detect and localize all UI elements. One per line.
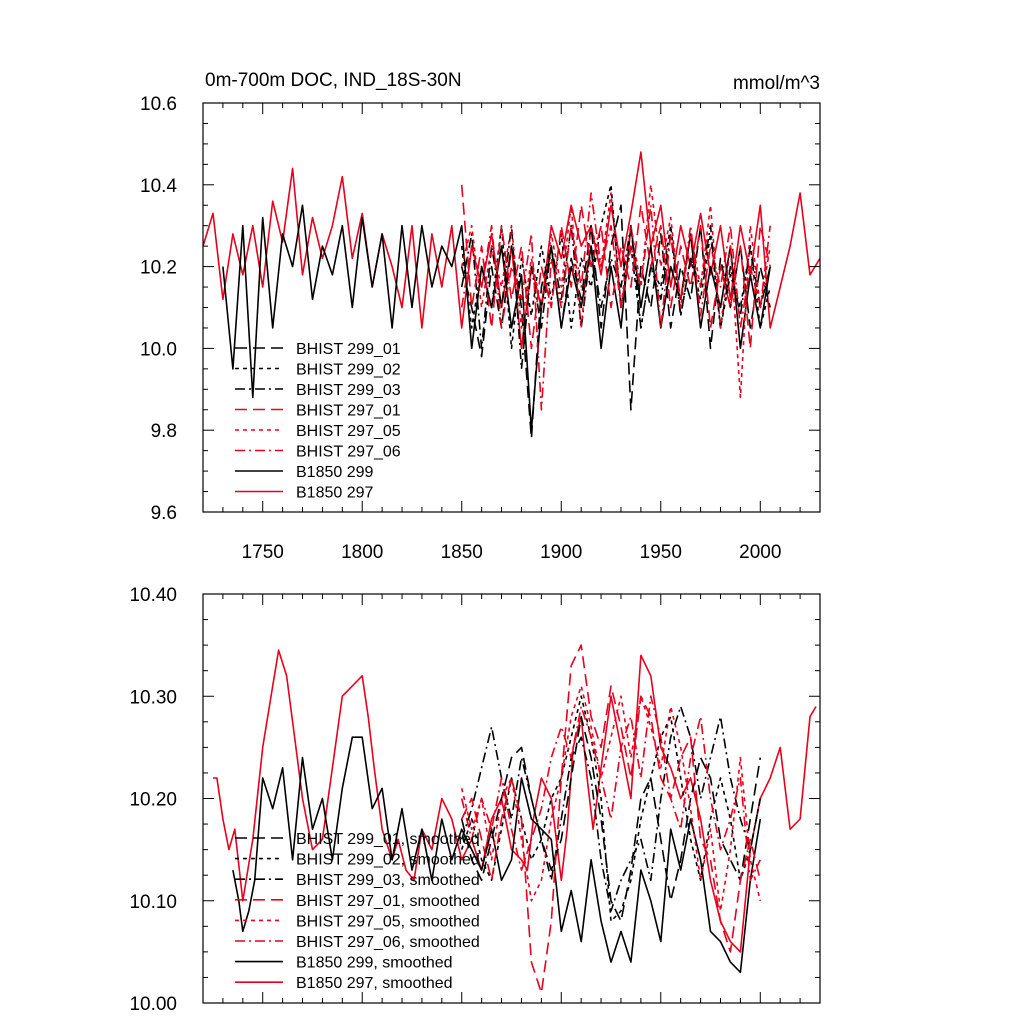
y-tick-label: 10.6 (140, 94, 177, 115)
series-line-bhist-297-01-smoothed (460, 644, 762, 994)
legend-label: B1850 299, smoothed (296, 955, 453, 972)
legend-label: B1850 297, smoothed (296, 975, 453, 992)
series-line-bhist-299-01-smoothed (460, 715, 762, 923)
y-tick-label: 10.10 (129, 892, 177, 913)
series-line-bhist-299-03-smoothed (460, 705, 762, 912)
y-tick-label: 10.2 (140, 258, 177, 279)
legend-label: BHIST 299_02 (296, 362, 401, 379)
series-line-bhist-299-02-smoothed (460, 695, 762, 923)
legend-label: BHIST 299_03 (296, 382, 401, 399)
x-tick-label: 1750 (242, 542, 284, 563)
series-line-bhist-297-05-smoothed (460, 685, 762, 912)
series-group (213, 644, 817, 994)
chart-units: mmol/m^3 (733, 73, 820, 94)
legend-label: BHIST 299_01, smoothed (296, 831, 480, 848)
y-tick-label: 9.8 (151, 421, 177, 442)
y-tick-label: 10.00 (129, 994, 177, 1015)
legend-label: BHIST 299_02, smoothed (296, 852, 480, 869)
x-tick-label: 1800 (341, 542, 383, 563)
y-tick-label: 10.20 (129, 790, 177, 811)
legend-label: BHIST 297_01 (296, 403, 401, 420)
chart-title: 0m-700m DOC, IND_18S-30N (205, 70, 462, 91)
legend-label: BHIST 297_05 (296, 423, 401, 440)
y-tick-label: 9.6 (151, 503, 177, 524)
x-tick-label: 2000 (739, 542, 781, 563)
legend-label: BHIST 299_03, smoothed (296, 872, 480, 889)
x-tick-label: 1900 (540, 542, 582, 563)
legend: BHIST 299_01 BHIST 299_02 BHIST 299_03 BHIS… (235, 341, 401, 502)
y-tick-label: 10.0 (140, 339, 177, 360)
chart-panel-1: 9.6 9.8 10.0 10.2 10.4 10.6 1750 1800 1850 1900 19… (140, 70, 821, 563)
series-line-bhist-299-01 (460, 204, 771, 440)
legend-label: BHIST 297_05, smoothed (296, 913, 480, 930)
series-group (203, 151, 820, 440)
legend-label: BHIST 297_06 (296, 444, 401, 461)
series-line-bhist-297-01 (460, 184, 771, 350)
y-tick-label: 10.4 (140, 176, 177, 197)
x-tick-label: 1950 (640, 542, 682, 563)
legend-label: B1850 297 (296, 485, 374, 502)
legend-label: B1850 299 (296, 464, 374, 481)
legend: BHIST 299_01, smoothed BHIST 299_02, smoo… (235, 831, 480, 992)
chart-panel-2: 10.00 10.10 10.20 10.30 10.40 BHIST 299_01, s… (129, 585, 821, 1015)
y-tick-label: 10.40 (129, 585, 177, 606)
series-line-bhist-297-06 (460, 192, 771, 411)
series-line-bhist-297-06-smoothed (460, 695, 762, 882)
legend-label: BHIST 297_06, smoothed (296, 934, 480, 951)
legend-label: BHIST 297_01, smoothed (296, 893, 480, 910)
y-tick-label: 10.30 (129, 687, 177, 708)
legend-label: BHIST 299_01 (296, 341, 401, 358)
x-tick-label: 1850 (441, 542, 483, 563)
series-line-b1850-299-smoothed (232, 736, 762, 974)
